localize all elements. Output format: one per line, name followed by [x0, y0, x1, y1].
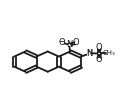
Bar	[98, 53, 100, 54]
Text: N: N	[87, 49, 93, 58]
Text: N: N	[66, 40, 73, 49]
Text: −: −	[58, 37, 64, 46]
Bar	[68, 44, 71, 46]
Bar	[87, 52, 91, 55]
Text: S: S	[96, 49, 102, 58]
Bar	[98, 47, 100, 49]
Bar	[75, 42, 78, 44]
Text: O: O	[59, 38, 66, 47]
Text: O: O	[95, 43, 102, 52]
Text: O: O	[73, 38, 80, 47]
Text: CH₃: CH₃	[102, 50, 115, 56]
Bar	[61, 42, 64, 44]
Text: O: O	[95, 55, 102, 64]
Text: H: H	[86, 49, 92, 55]
Bar	[98, 58, 100, 60]
